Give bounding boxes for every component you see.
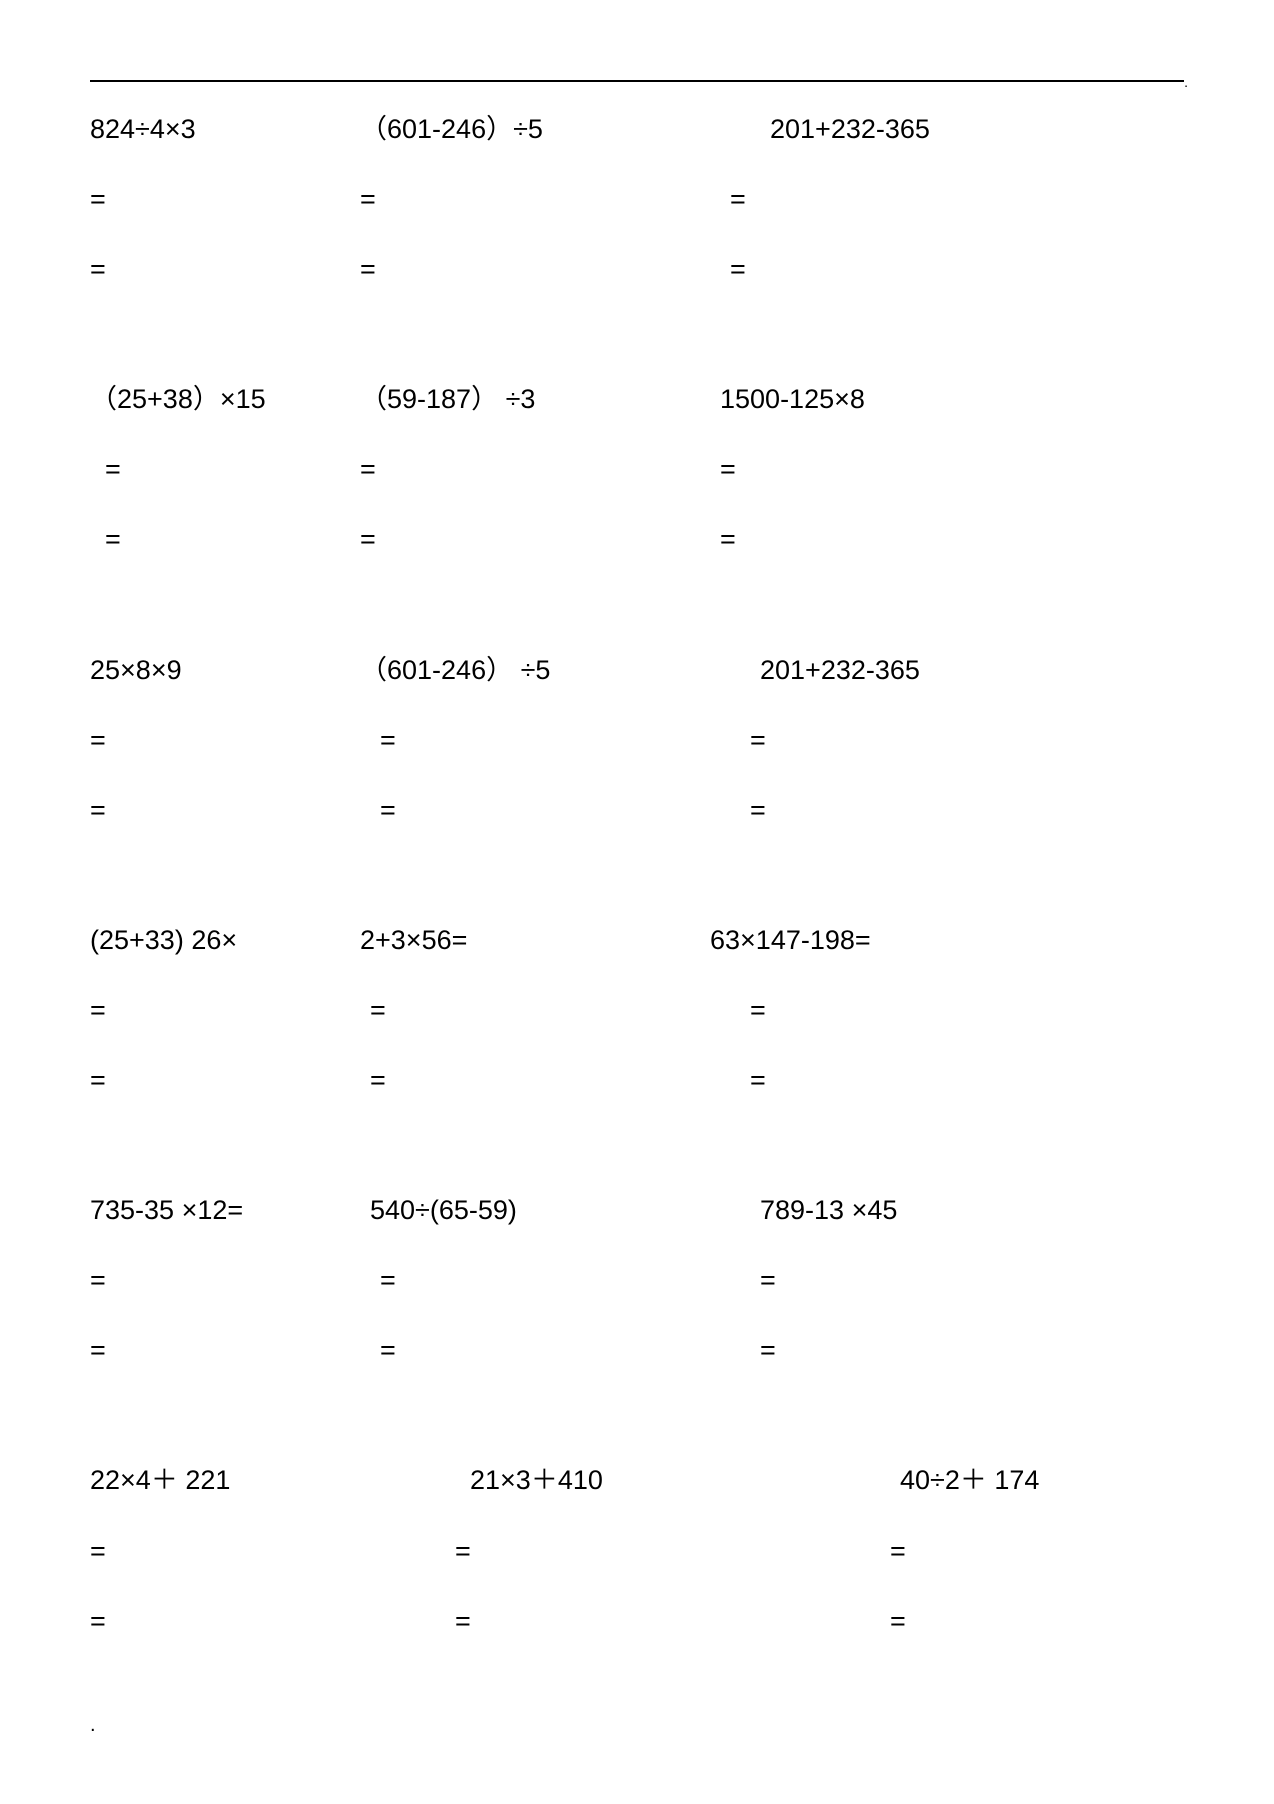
equals-line: = bbox=[730, 182, 1050, 217]
problem-expression: 1500-125×8 bbox=[720, 382, 1040, 417]
problem: 201+232-365 = = bbox=[730, 112, 1050, 322]
problem: 22×4＋ 221 = = bbox=[90, 1463, 410, 1673]
problem-expression: （601-246） ÷5 bbox=[360, 653, 730, 688]
problem-expression: 2+3×56= bbox=[360, 923, 710, 958]
equals-line: = bbox=[810, 1604, 1130, 1639]
problem: 2+3×56= = = bbox=[360, 923, 710, 1133]
equals-line: = bbox=[360, 993, 710, 1028]
problem-row: 824÷4×3==（601-246）÷5==201+232-365== bbox=[90, 112, 1184, 322]
equals-line: = bbox=[360, 522, 720, 557]
equals-line: = bbox=[90, 1534, 410, 1569]
equals-line: = bbox=[90, 522, 360, 557]
equals-line: = bbox=[410, 1604, 810, 1639]
header-rule: . bbox=[90, 80, 1184, 82]
equals-line: = bbox=[360, 252, 730, 287]
problem: 824÷4×3 = = bbox=[90, 112, 360, 322]
problem: （601-246） ÷5 = = bbox=[360, 653, 730, 863]
problem-expression: （59-187） ÷3 bbox=[360, 382, 720, 417]
equals-line: = bbox=[360, 793, 730, 828]
problem-expression: 22×4＋ 221 bbox=[90, 1463, 410, 1498]
problem: 21×3＋410 = = bbox=[410, 1463, 810, 1673]
problems-container: 824÷4×3==（601-246）÷5==201+232-365==（25+3… bbox=[90, 112, 1184, 1674]
problem-expression: 201+232-365 bbox=[730, 112, 1050, 147]
equals-line: = bbox=[90, 1333, 370, 1368]
equals-line: = bbox=[370, 1263, 740, 1298]
problem-row: (25+33) 26×==2+3×56===63×147-198=== bbox=[90, 923, 1184, 1133]
problem: （601-246）÷5 = = bbox=[360, 112, 730, 322]
equals-line: = bbox=[360, 452, 720, 487]
problem-row: 735-35 ×12===540÷(65-59)==789-13 ×45== bbox=[90, 1193, 1184, 1403]
problem: 735-35 ×12= = = bbox=[90, 1193, 370, 1403]
equals-line: = bbox=[360, 723, 730, 758]
equals-line: = bbox=[90, 252, 360, 287]
worksheet-page: . 824÷4×3==（601-246）÷5==201+232-365==（25… bbox=[90, 80, 1184, 1737]
equals-line: = bbox=[360, 182, 730, 217]
problem-expression: 21×3＋410 bbox=[410, 1463, 810, 1498]
equals-line: = bbox=[730, 793, 1050, 828]
problem-expression: 540÷(65-59) bbox=[370, 1193, 740, 1228]
problem: (25+33) 26× = = bbox=[90, 923, 360, 1133]
problem: 63×147-198= = = bbox=[710, 923, 1030, 1133]
footer-dot: . bbox=[90, 1714, 1184, 1737]
equals-line: = bbox=[370, 1333, 740, 1368]
equals-line: = bbox=[810, 1534, 1130, 1569]
equals-line: = bbox=[90, 182, 360, 217]
problem: 40÷2＋ 174 = = bbox=[810, 1463, 1130, 1673]
equals-line: = bbox=[710, 1063, 1030, 1098]
problem-row: 22×4＋ 221==21×3＋410==40÷2＋ 174== bbox=[90, 1463, 1184, 1673]
equals-line: = bbox=[360, 1063, 710, 1098]
equals-line: = bbox=[740, 1333, 1060, 1368]
problem: 540÷(65-59) = = bbox=[370, 1193, 740, 1403]
problem: 201+232-365 = = bbox=[730, 653, 1050, 863]
problem-expression: 25×8×9 bbox=[90, 653, 360, 688]
problem-expression: 735-35 ×12= bbox=[90, 1193, 370, 1228]
problem-expression: （601-246）÷5 bbox=[360, 112, 730, 147]
equals-line: = bbox=[90, 1063, 360, 1098]
equals-line: = bbox=[90, 1263, 370, 1298]
problem: （59-187） ÷3 = = bbox=[360, 382, 720, 592]
equals-line: = bbox=[730, 723, 1050, 758]
problem-expression: 40÷2＋ 174 bbox=[810, 1463, 1130, 1498]
problem-expression: 63×147-198= bbox=[710, 923, 1030, 958]
problem-expression: 789-13 ×45 bbox=[740, 1193, 1060, 1228]
equals-line: = bbox=[90, 993, 360, 1028]
equals-line: = bbox=[710, 993, 1030, 1028]
equals-line: = bbox=[90, 723, 360, 758]
problem-expression: (25+33) 26× bbox=[90, 923, 360, 958]
problem: 25×8×9 = = bbox=[90, 653, 360, 863]
equals-line: = bbox=[90, 1604, 410, 1639]
problem-expression: 201+232-365 bbox=[730, 653, 1050, 688]
equals-line: = bbox=[720, 452, 1040, 487]
problem-row: 25×8×9==（601-246） ÷5==201+232-365== bbox=[90, 653, 1184, 863]
equals-line: = bbox=[720, 522, 1040, 557]
problem-expression: （25+38）×15 bbox=[90, 382, 360, 417]
equals-line: = bbox=[730, 252, 1050, 287]
problem: 1500-125×8 = = bbox=[720, 382, 1040, 592]
problem-expression: 824÷4×3 bbox=[90, 112, 360, 147]
equals-line: = bbox=[740, 1263, 1060, 1298]
header-dot: . bbox=[1184, 74, 1188, 90]
problem-row: （25+38）×15==（59-187） ÷3==1500-125×8== bbox=[90, 382, 1184, 592]
problem: 789-13 ×45 = = bbox=[740, 1193, 1060, 1403]
equals-line: = bbox=[410, 1534, 810, 1569]
equals-line: = bbox=[90, 793, 360, 828]
problem: （25+38）×15 = = bbox=[90, 382, 360, 592]
equals-line: = bbox=[90, 452, 360, 487]
